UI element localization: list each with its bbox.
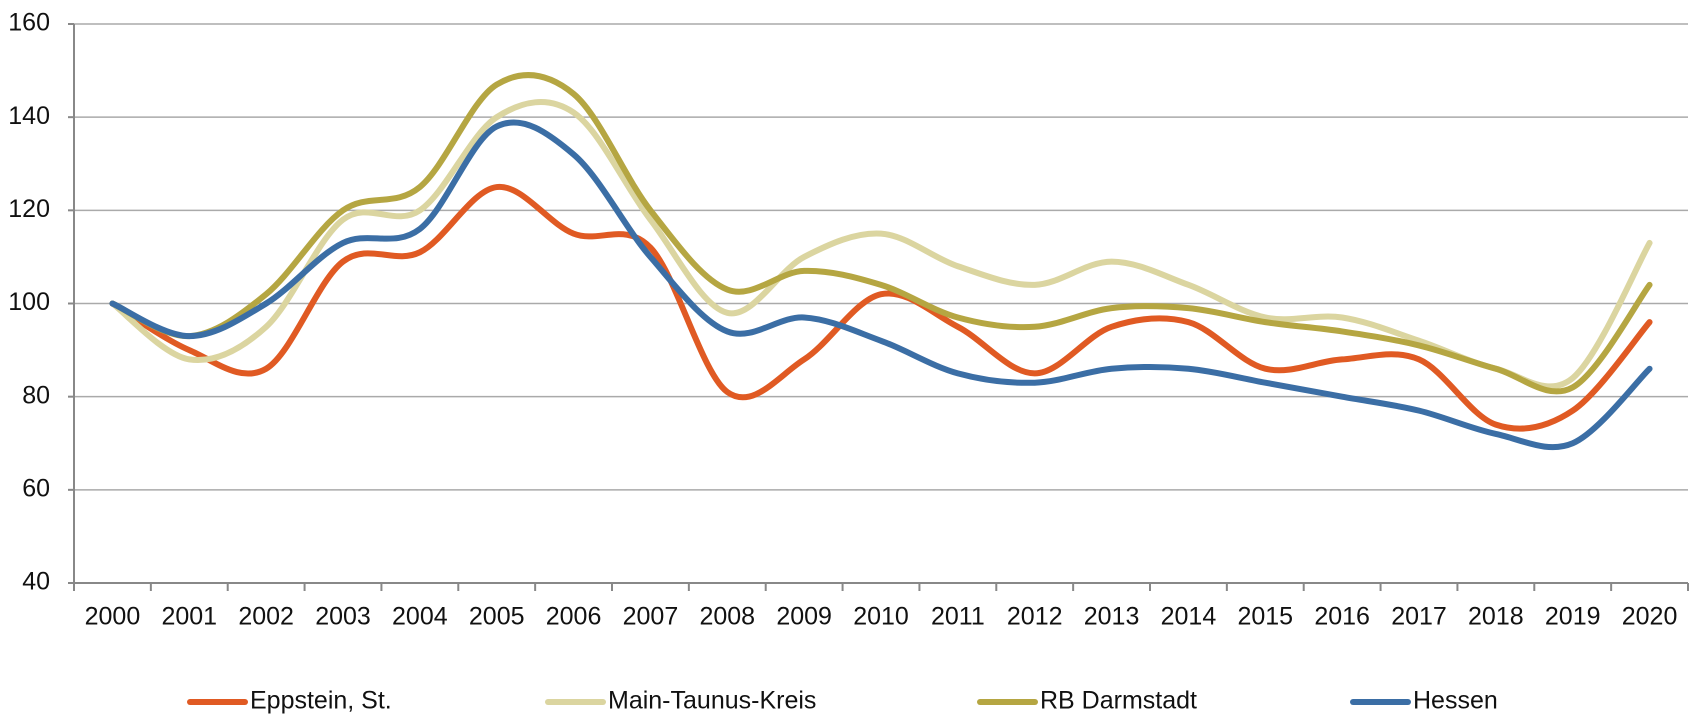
x-tick-label: 2010 xyxy=(853,603,909,631)
legend-label: Main-Taunus-Kreis xyxy=(608,687,816,715)
data-line xyxy=(109,184,1653,432)
x-tick-label: 2017 xyxy=(1391,603,1447,631)
x-tick-label: 2016 xyxy=(1314,603,1370,631)
x-tick-label: 2004 xyxy=(392,603,448,631)
x-tick-label: 2006 xyxy=(546,603,602,631)
x-tick-label: 2002 xyxy=(238,603,294,631)
x-tick-label: 2012 xyxy=(1007,603,1063,631)
x-tick-label: 2005 xyxy=(469,603,525,631)
data-line xyxy=(109,119,1653,451)
legend-label: RB Darmstadt xyxy=(1040,687,1197,715)
data-line xyxy=(109,72,1653,395)
x-tick-label: 2014 xyxy=(1161,603,1217,631)
data-line xyxy=(109,99,1653,390)
x-tick-label: 2020 xyxy=(1622,603,1678,631)
y-tick-label: 40 xyxy=(22,568,50,596)
y-tick-label: 80 xyxy=(22,381,50,409)
y-tick-label: 120 xyxy=(8,195,50,223)
x-tick-label: 2003 xyxy=(315,603,371,631)
legend-label: Eppstein, St. xyxy=(250,687,392,715)
x-tick-label: 2015 xyxy=(1237,603,1293,631)
x-tick-label: 2013 xyxy=(1084,603,1140,631)
x-tick-label: 2000 xyxy=(85,603,141,631)
y-tick-label: 140 xyxy=(8,102,50,130)
x-tick-label: 2007 xyxy=(623,603,679,631)
legend-label: Hessen xyxy=(1413,687,1498,715)
x-tick-label: 2008 xyxy=(699,603,755,631)
x-tick-label: 2019 xyxy=(1545,603,1601,631)
x-tick-label: 2001 xyxy=(161,603,217,631)
x-tick-label: 2011 xyxy=(931,603,985,631)
x-tick-label: 2018 xyxy=(1468,603,1524,631)
y-tick-label: 60 xyxy=(22,474,50,502)
y-tick-label: 160 xyxy=(8,9,50,37)
y-tick-label: 100 xyxy=(8,288,50,316)
x-tick-label: 2009 xyxy=(776,603,832,631)
